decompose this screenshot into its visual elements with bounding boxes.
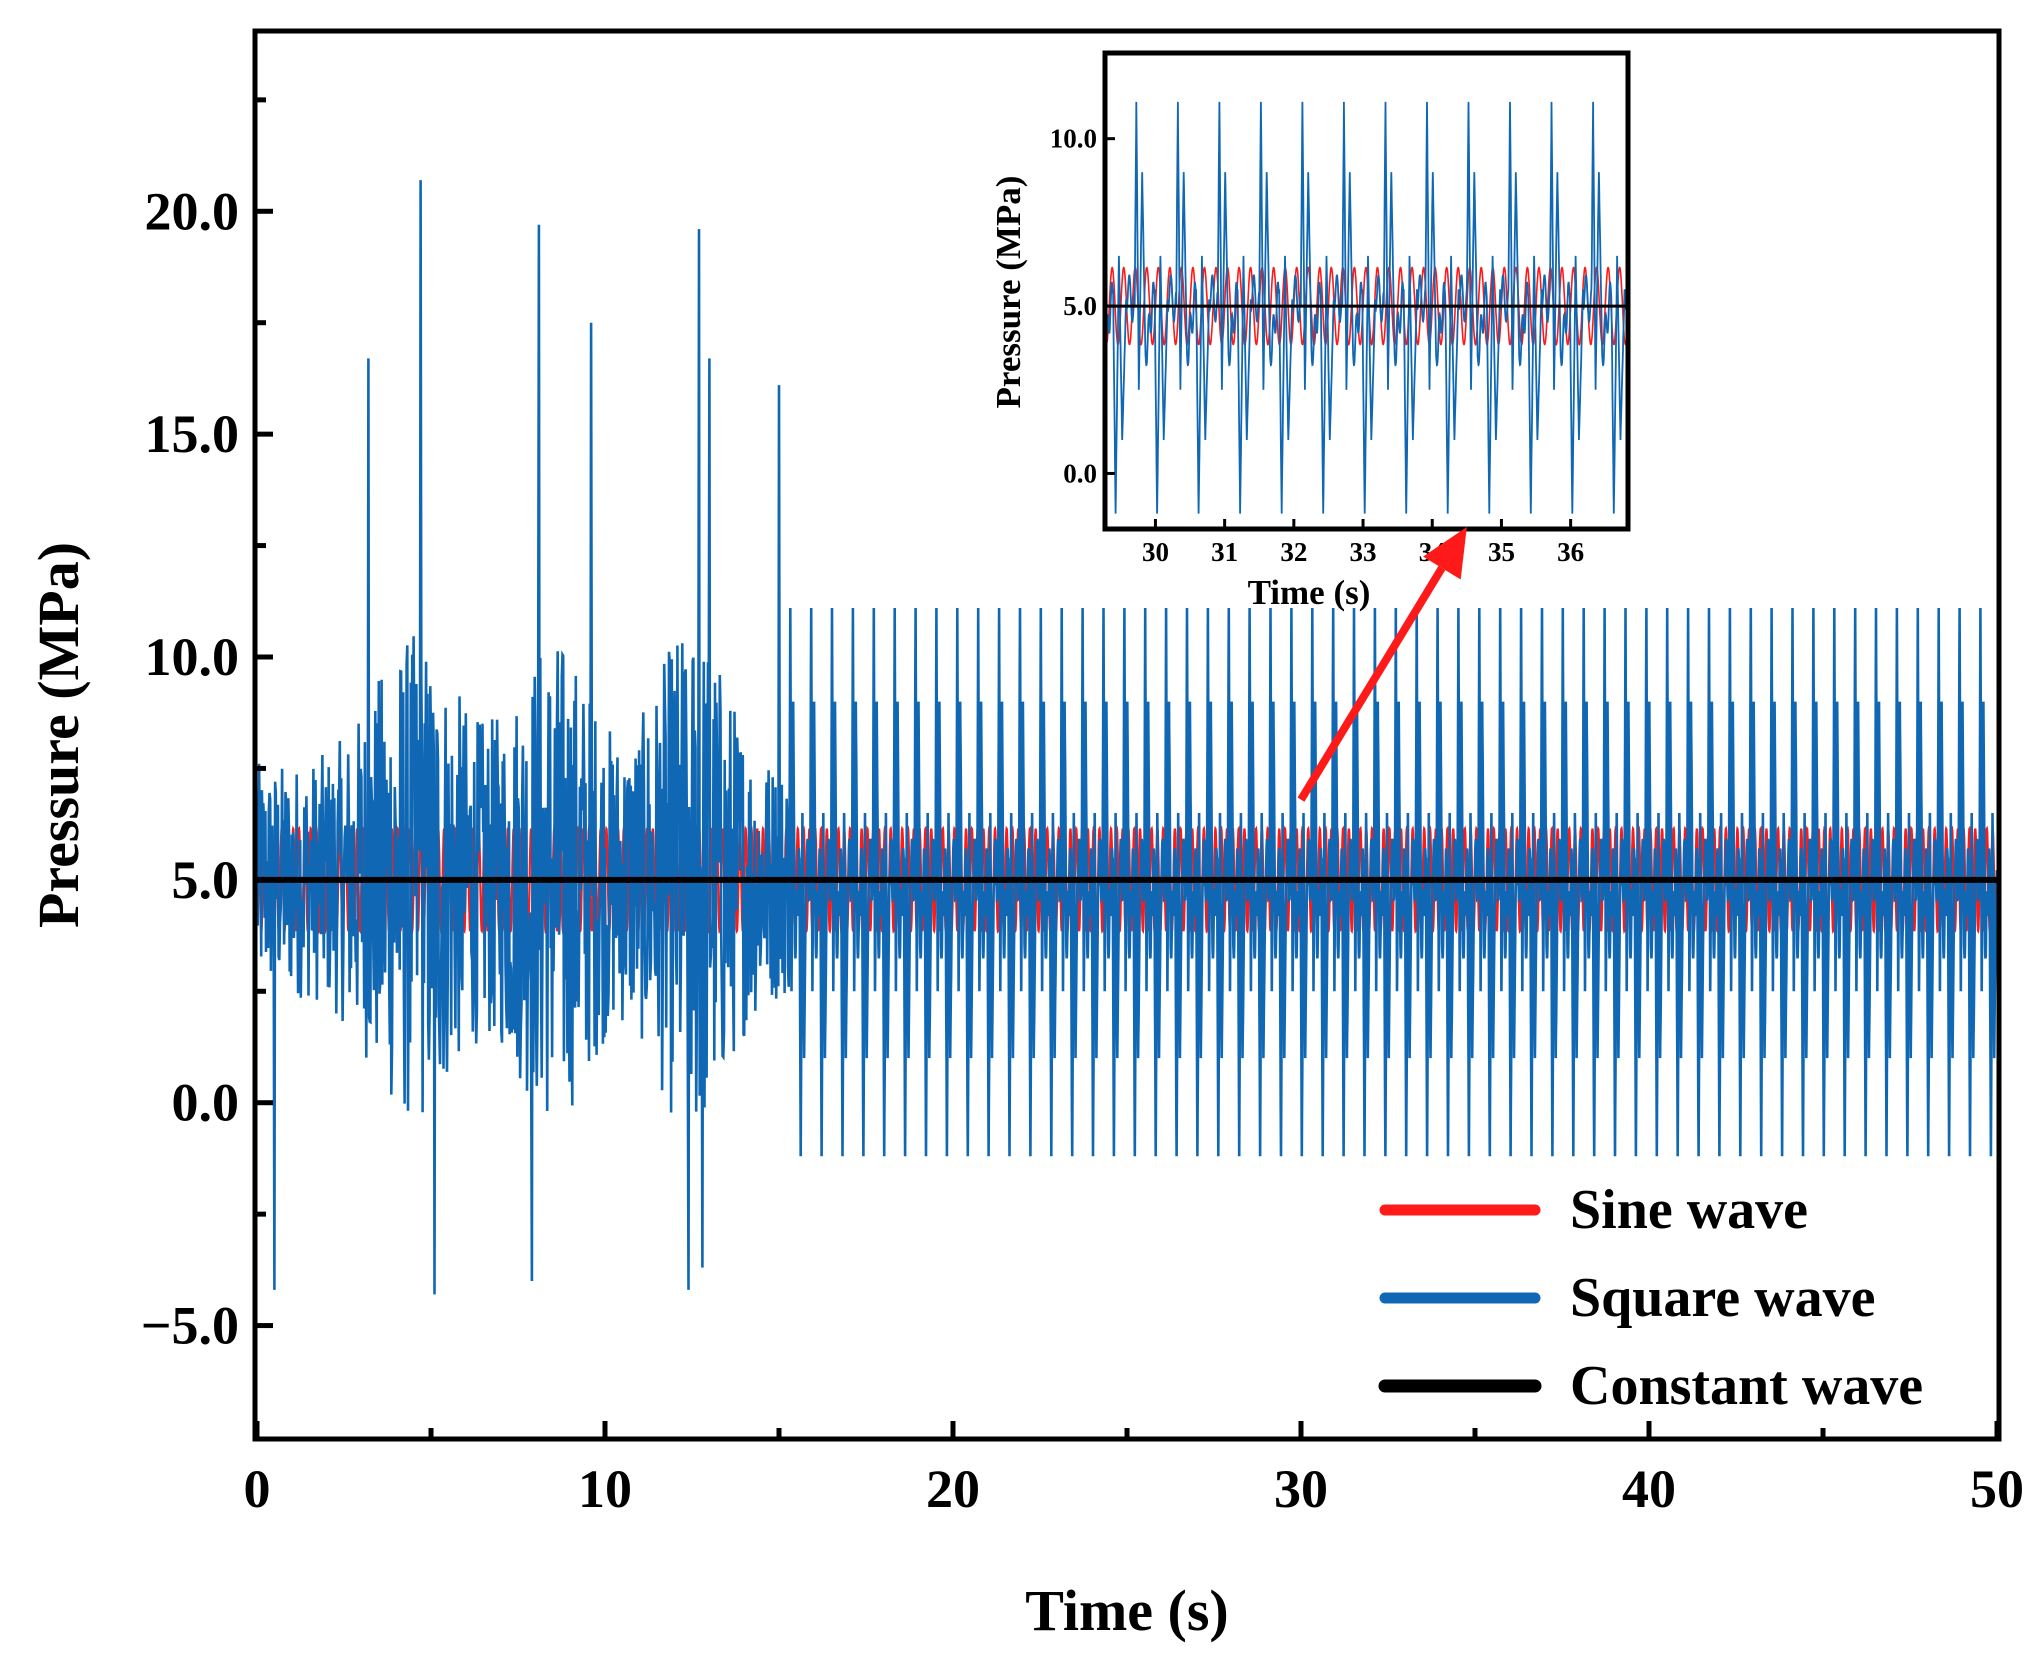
y-tick-label: 15.0 [145, 404, 240, 464]
inset-x-tick-label: 35 [1488, 537, 1515, 567]
y-tick-label: 5.0 [172, 850, 240, 910]
inset-x-tick-label: 33 [1350, 537, 1377, 567]
main-plot-series [257, 180, 1997, 1295]
main-y-axis-title: Pressure (MPa) [26, 542, 91, 928]
y-tick-label: 10.0 [145, 627, 240, 687]
x-tick-label: 10 [578, 1459, 632, 1519]
legend-label-square: Square wave [1570, 1267, 1875, 1329]
inset-x-tick-label: 36 [1557, 537, 1584, 567]
inset-y-tick-label: 0.0 [1063, 458, 1097, 488]
inset-y-tick-label: 5.0 [1063, 291, 1097, 321]
y-tick-label: 20.0 [145, 181, 240, 241]
inset-y-tick-label: 10.0 [1050, 124, 1097, 154]
main-ticks: 0 10 20 30 40 50 −5.0 0.0 5.0 10.0 15.0 20.0 [141, 97, 2024, 1519]
main-x-axis-title: Time (s) [1025, 1578, 1229, 1643]
x-tick-label: 50 [1970, 1459, 2024, 1519]
inset-x-tick-label: 30 [1142, 537, 1169, 567]
inset-ticks: 303132333435360.05.010.0 [1050, 124, 1584, 567]
x-tick-label: 20 [926, 1459, 980, 1519]
inset-plot-series [1107, 101, 1626, 514]
inset-plot-frame [1102, 50, 1631, 532]
inset-series-sine-wave [1107, 266, 1626, 347]
y-tick-label: −5.0 [141, 1296, 239, 1356]
y-tick-label: 0.0 [172, 1073, 240, 1133]
legend-label-constant: Constant wave [1570, 1355, 1923, 1417]
inset-x-tick-label: 31 [1211, 537, 1238, 567]
inset-x-axis-title: Time (s) [1248, 573, 1371, 612]
x-tick-label: 0 [244, 1459, 271, 1519]
zoom-arrow-head [1423, 527, 1467, 580]
inset-y-axis-title: Pressure (MPa) [989, 176, 1028, 409]
inset-series-square-wave [1107, 101, 1626, 514]
x-tick-label: 30 [1274, 1459, 1328, 1519]
legend-label-sine: Sine wave [1570, 1179, 1808, 1241]
zoom-arrow-shaft [1297, 565, 1446, 802]
main-plot-frame [252, 28, 2002, 1442]
zoom-arrow [1297, 527, 1467, 802]
x-tick-label: 40 [1622, 1459, 1676, 1519]
inset-x-tick-label: 32 [1280, 537, 1307, 567]
legend: Sine wave Square wave Constant wave [1378, 1179, 1923, 1417]
